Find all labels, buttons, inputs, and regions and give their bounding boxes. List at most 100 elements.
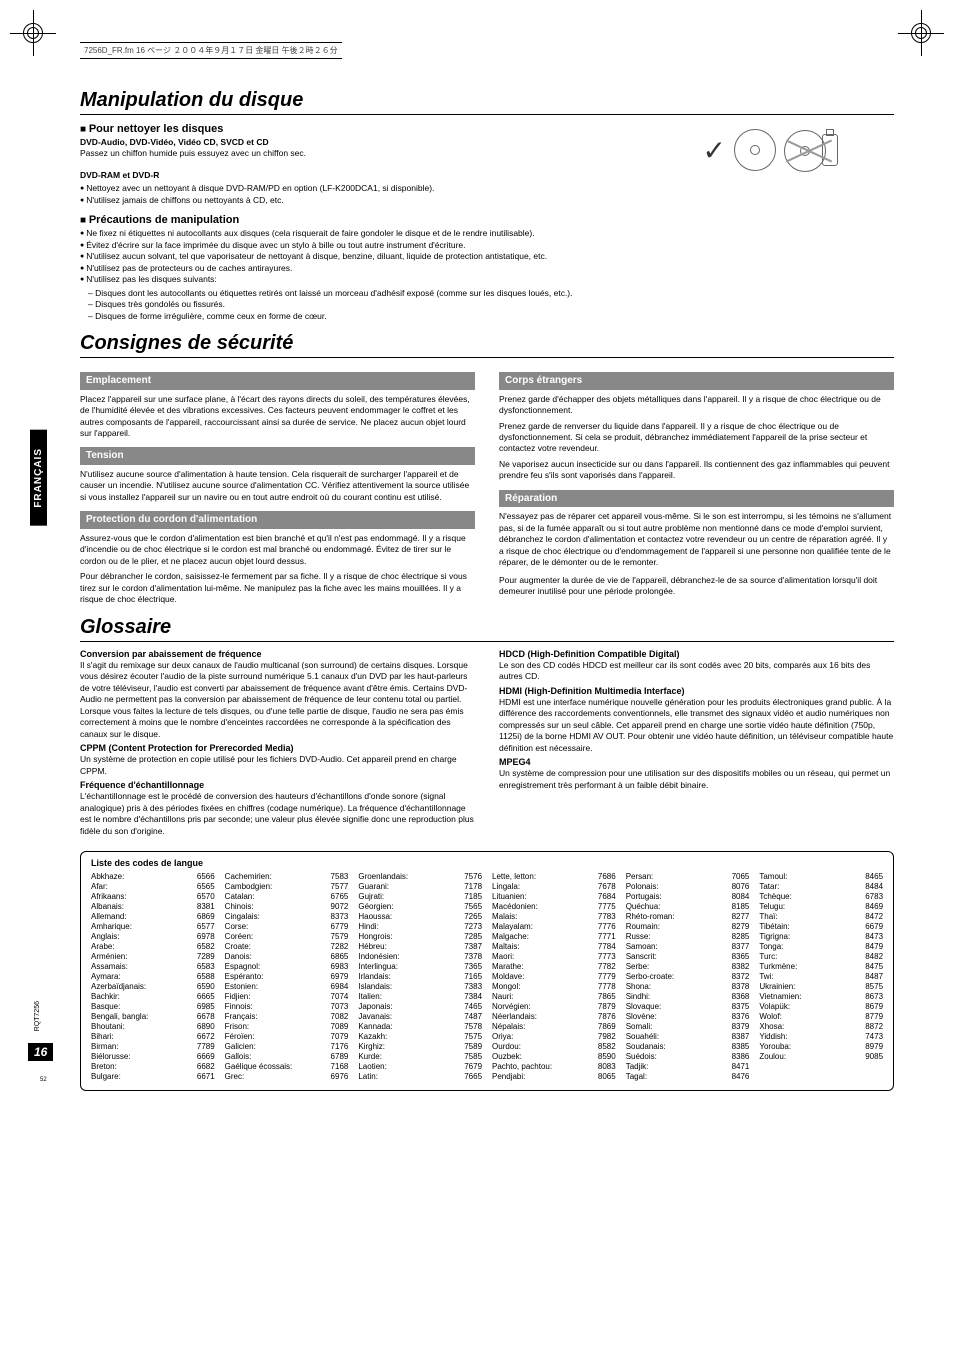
language-row: Estonien:6984 (225, 982, 349, 992)
language-row: Roumain:8279 (626, 922, 750, 932)
language-row: Coréen:7579 (225, 932, 349, 942)
emplacement-text: Placez l'appareil sur une surface plane,… (80, 394, 475, 440)
language-code: 8285 (732, 932, 750, 942)
language-name: Hébreu: (358, 942, 386, 952)
language-code: 8872 (865, 1022, 883, 1032)
language-row: Afrikaans:6570 (91, 892, 215, 902)
language-code: 7387 (464, 942, 482, 952)
language-row: Telugu:8469 (759, 902, 883, 912)
language-code: 7684 (598, 892, 616, 902)
language-name: Gujrati: (358, 892, 384, 902)
language-row: Haoussa:7265 (358, 912, 482, 922)
language-code: 8365 (732, 952, 750, 962)
language-row: Serbe:8382 (626, 962, 750, 972)
language-row: Quéchua: 8185 (626, 902, 750, 912)
language-code: 6765 (331, 892, 349, 902)
language-code: 7779 (598, 972, 616, 982)
language-code: 7783 (598, 912, 616, 922)
language-name: Croate: (225, 942, 251, 952)
language-code: 8379 (732, 1022, 750, 1032)
language-row: Breton:6682 (91, 1062, 215, 1072)
language-name: Sindhi: (626, 992, 650, 1002)
language-name: Basque: (91, 1002, 120, 1012)
language-name: Souahéli: (626, 1032, 659, 1042)
language-name: Afar: (91, 882, 108, 892)
language-column: Tamoul:8465Tatar:8484Tchèque:6783Telugu:… (759, 872, 883, 1082)
language-name: Breton: (91, 1062, 117, 1072)
language-code: 6978 (197, 932, 215, 942)
language-name: Allemand: (91, 912, 127, 922)
language-code: 8471 (732, 1062, 750, 1072)
language-row: Interlingua:7365 (358, 962, 482, 972)
bar-cord-protection: Protection du cordon d'alimentation (80, 511, 475, 529)
language-name: Roumain: (626, 922, 660, 932)
language-code: 8185 (732, 902, 750, 912)
language-row: Hébreu: 7387 (358, 942, 482, 952)
language-name: Tonga: (759, 942, 783, 952)
clean-bullet: N'utilisez jamais de chiffons ou nettoya… (80, 195, 894, 206)
language-code: 6983 (331, 962, 349, 972)
language-code: 6789 (331, 1052, 349, 1062)
language-name: Arabe: (91, 942, 115, 952)
language-row: Chinois:9072 (225, 902, 349, 912)
language-name: Shona: (626, 982, 651, 992)
language-row: Norvégien:7879 (492, 1002, 616, 1012)
language-row: Géorgien:7565 (358, 902, 482, 912)
language-name: Macédonien: (492, 902, 538, 912)
language-row: Yiddish:7473 (759, 1032, 883, 1042)
language-name: Islandais: (358, 982, 392, 992)
language-row: Somali:8379 (626, 1022, 750, 1032)
language-name: Gallois: (225, 1052, 252, 1062)
language-row: Tibétain:6679 (759, 922, 883, 932)
language-row: Kannada:7578 (358, 1022, 482, 1032)
language-row: Kurde:7585 (358, 1052, 482, 1062)
language-name: Quéchua: (626, 902, 661, 912)
language-row: Birman:7789 (91, 1042, 215, 1052)
page-number: 16 (28, 1043, 53, 1061)
language-name: Italien: (358, 992, 382, 1002)
language-code: 7771 (598, 932, 616, 942)
language-code: 6869 (197, 912, 215, 922)
language-row: Néerlandais:7876 (492, 1012, 616, 1022)
language-code: 7065 (732, 872, 750, 882)
language-row: Groenlandais:7576 (358, 872, 482, 882)
language-row: Oriya:7982 (492, 1032, 616, 1042)
language-code: 8482 (865, 952, 883, 962)
language-code: 7074 (331, 992, 349, 1002)
repair-text-2: Pour augmenter la durée de vie de l'appa… (499, 575, 894, 598)
language-code: 7577 (331, 882, 349, 892)
language-code: 6566 (197, 872, 215, 882)
language-row: Wolof:8779 (759, 1012, 883, 1022)
language-row: Kirghiz:7589 (358, 1042, 482, 1052)
language-name: Coréen: (225, 932, 253, 942)
language-row: Malgache:7771 (492, 932, 616, 942)
language-row: Twi:8487 (759, 972, 883, 982)
language-codes-title: Liste des codes de langue (91, 858, 883, 868)
language-code: 6865 (331, 952, 349, 962)
bar-foreign-bodies: Corps étrangers (499, 372, 894, 390)
language-row: Amharique:6577 (91, 922, 215, 932)
language-code: 8469 (865, 902, 883, 912)
language-row: Fidjien:7074 (225, 992, 349, 1002)
language-code: 7775 (598, 902, 616, 912)
language-name: Cambodgien: (225, 882, 273, 892)
language-name: Arménien: (91, 952, 127, 962)
precaution-dash: Disques de forme irrégulière, comme ceux… (88, 311, 894, 322)
language-code: 8385 (732, 1042, 750, 1052)
language-row: Shona:8378 (626, 982, 750, 992)
language-row: Gallois: 6789 (225, 1052, 349, 1062)
foreign-text-1: Prenez garde d'échapper des objets métal… (499, 394, 894, 417)
language-code: 6979 (331, 972, 349, 982)
language-code: 7678 (598, 882, 616, 892)
language-row: Arabe:6582 (91, 942, 215, 952)
bar-repair: Réparation (499, 490, 894, 508)
language-row: Persan:7065 (626, 872, 750, 882)
gloss-term: HDCD (High-Definition Compatible Digital… (499, 648, 894, 660)
language-row: Assamais:6583 (91, 962, 215, 972)
language-column: Cachemirien:7583Cambodgien:7577Catalan:6… (225, 872, 349, 1082)
language-code: 7575 (464, 1032, 482, 1042)
language-name: Polonais: (626, 882, 659, 892)
language-name: Espéranto: (225, 972, 264, 982)
language-row: Nauri:7865 (492, 992, 616, 1002)
language-name: Anglais: (91, 932, 119, 942)
